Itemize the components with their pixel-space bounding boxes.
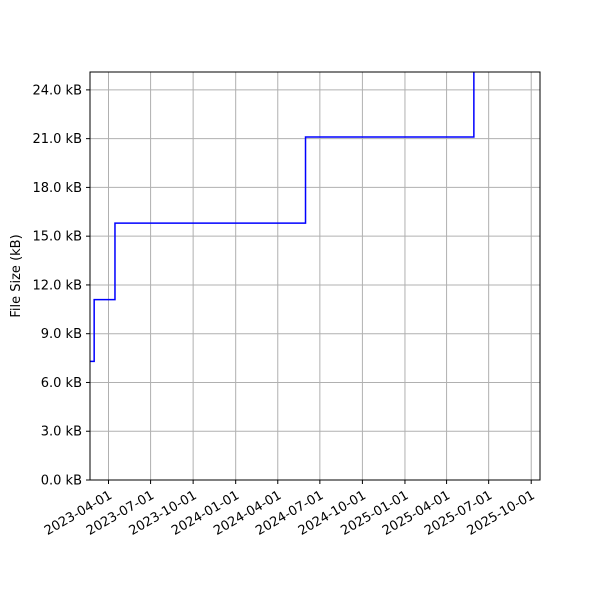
y-axis: 0.0 kB 3.0 kB 6.0 kB 9.0 kB 12.0 kB 15.0 kB 18…: [32, 83, 90, 489]
y-tick-label: 0.0 kB: [41, 474, 82, 489]
y-axis-label: File Size (kB): [9, 234, 24, 317]
y-tick-label: 12.0 kB: [32, 278, 82, 293]
y-tick-label: 9.0 kB: [41, 327, 82, 342]
series-line: [90, 72, 475, 363]
series-layer: [90, 72, 475, 363]
grid: [90, 72, 540, 481]
y-tick-label: 3.0 kB: [41, 425, 82, 440]
x-axis: 2023-04-012023-07-012023-10-012024-01-01…: [42, 480, 538, 539]
plot-frame: [89, 71, 541, 481]
y-tick-label: 21.0 kB: [32, 132, 82, 147]
y-tick-label: 18.0 kB: [32, 181, 82, 196]
y-tick-label: 15.0 kB: [32, 230, 82, 245]
y-tick-label: 6.0 kB: [41, 376, 82, 391]
y-tick-label: 24.0 kB: [32, 83, 82, 98]
